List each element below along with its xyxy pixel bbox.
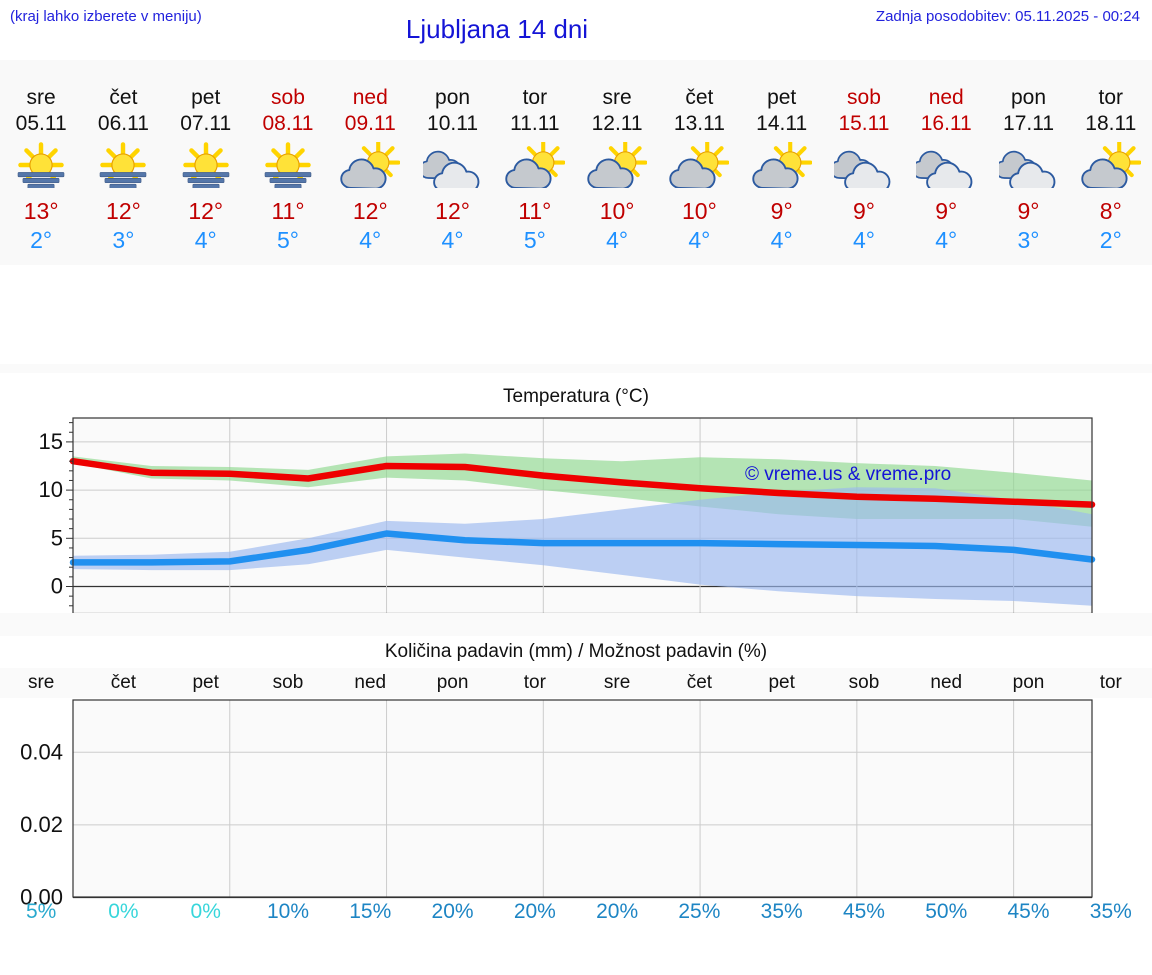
- svg-text:0.02: 0.02: [20, 812, 63, 837]
- svg-text:0.04: 0.04: [20, 739, 63, 764]
